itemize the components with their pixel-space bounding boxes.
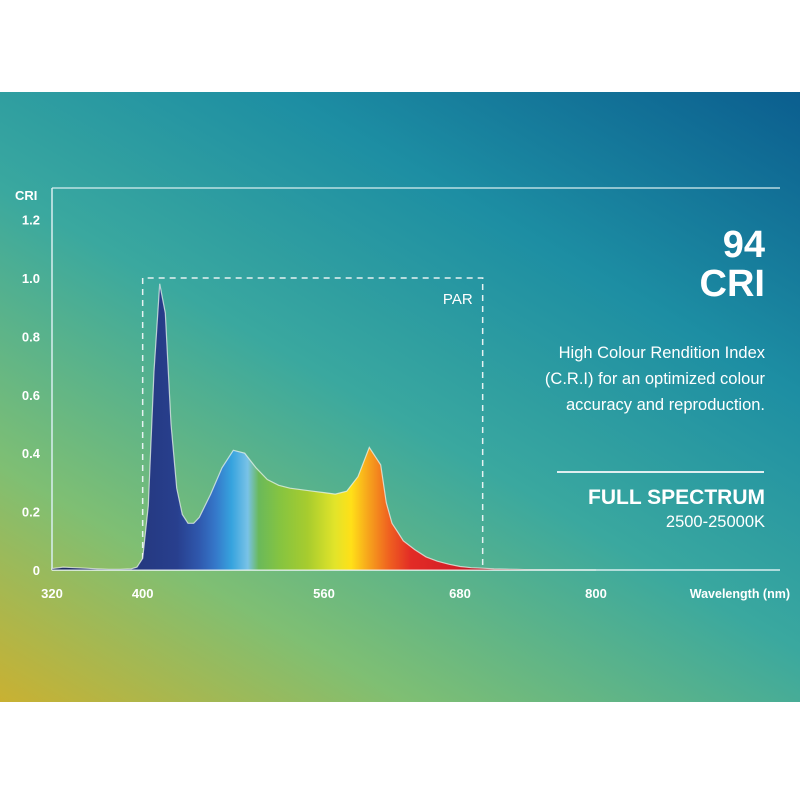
par-region: PAR [141,277,484,570]
tick-labels: 0 0.2 0.4 0.6 0.8 1.0 1.2 320 400 560 680 800 CRI Wav… [15,188,790,601]
y-tick-label: 0 [33,563,40,578]
x-tick-label: 680 [449,586,471,601]
y-tick-label: 1.2 [22,213,40,228]
x-tick-label: 320 [41,586,63,601]
cri-description-line: accuracy and reproduction. [565,396,765,414]
cri-value: 94 [722,224,765,266]
x-tick-label: 800 [585,586,607,601]
x-axis-label: Wavelength (nm) [690,587,790,601]
divider [557,471,764,473]
cri-unit: CRI [699,263,765,305]
y-tick-label: 1.0 [22,271,40,286]
spectrum-range: 2500-25000K [665,513,765,531]
spectrum-panel: PAR 0 0.2 0.4 0.6 0.8 1.0 1.2 320 400 560 680 800 CR… [0,92,800,702]
spectrum-chart: PAR 0 0.2 0.4 0.6 0.8 1.0 1.2 320 400 560 680 800 CR… [15,187,790,601]
x-tick-label: 560 [313,586,335,601]
spectrum-title: FULL SPECTRUM [588,486,765,509]
spectrum-area [51,283,596,571]
par-box [141,277,484,570]
y-tick-label: 0.2 [22,505,40,520]
spectrum-curve [51,283,596,571]
par-label: PAR [443,291,473,308]
y-tick-label: 0.4 [22,446,41,461]
y-axis-label: CRI [15,188,37,203]
x-tick-label: 400 [132,586,154,601]
cri-description-line: High Colour Rendition Index [558,344,765,362]
y-tick-label: 0.6 [22,388,40,403]
y-tick-label: 0.8 [22,329,40,344]
cri-description-line: (C.R.I) for an optimized colour [544,370,765,388]
cri-description: High Colour Rendition Index (C.R.I) for … [470,340,765,418]
